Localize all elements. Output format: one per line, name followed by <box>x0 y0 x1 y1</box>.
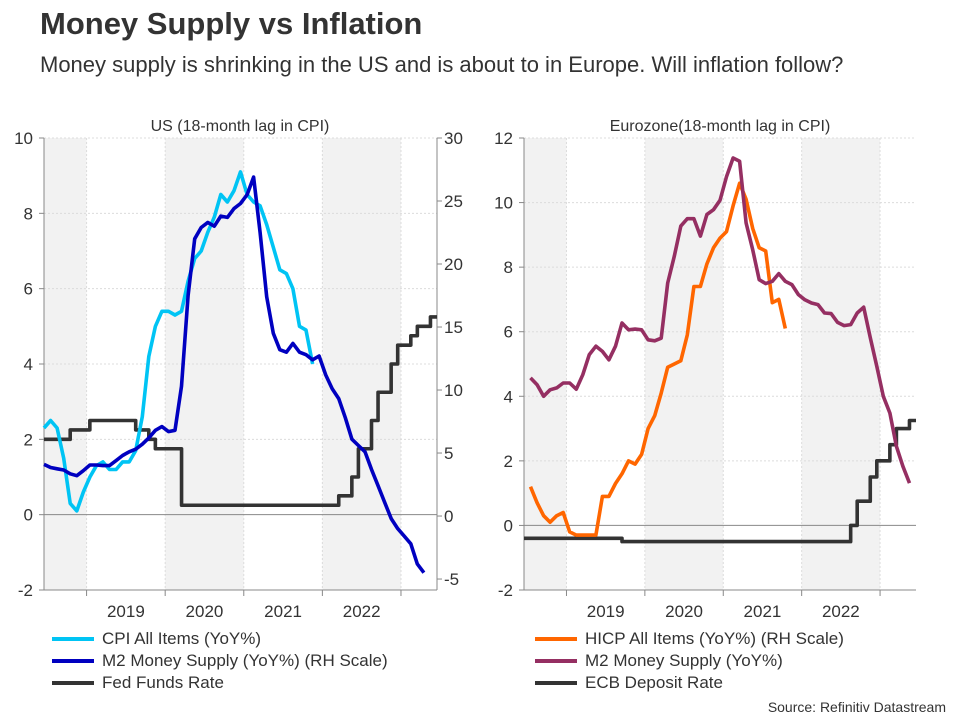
legend-item-us-m2: M2 Money Supply (YoY%) (RH Scale) <box>52 650 388 672</box>
y-tick-label: 0 <box>24 506 33 525</box>
y-tick-label: 12 <box>494 129 513 148</box>
y-tick-label: 10 <box>494 194 513 213</box>
legend-swatch-us-m2 <box>52 659 94 663</box>
legend-swatch-fed-funds <box>52 681 94 685</box>
legend-item-eu-m2: M2 Money Supply (YoY%) <box>535 650 844 672</box>
y2-tick-label: 20 <box>444 255 463 274</box>
legend-swatch-cpi <box>52 637 94 641</box>
x-tick-label: 2021 <box>744 602 782 621</box>
y-tick-label: 2 <box>24 430 33 449</box>
eurozone-chart: -2 0 2 4 6 8 10 12 2019 2020 2021 2022 Eurozone(18-m… <box>494 118 916 621</box>
us-chart: -2 0 2 4 6 8 10 -5 0 5 10 15 20 25 30 2019 2020 2021 2022 U… <box>14 118 463 621</box>
eurozone-series-ecb-deposit-rate <box>524 418 916 544</box>
legend-item-hicp: HICP All Items (YoY%) (RH Scale) <box>535 628 844 650</box>
x-tick-label: 2020 <box>186 602 224 621</box>
y-tick-label: 8 <box>24 204 33 223</box>
y-tick-label: 6 <box>504 323 513 342</box>
legend-label-cpi: CPI All Items (YoY%) <box>102 629 262 648</box>
eurozone-legend: HICP All Items (YoY%) (RH Scale) M2 Mone… <box>535 628 844 694</box>
legend-label-eu-m2: M2 Money Supply (YoY%) <box>585 651 783 670</box>
chart-title: Eurozone(18-month lag in CPI) <box>610 118 831 135</box>
x-tick-label: 2021 <box>264 602 302 621</box>
y2-tick-label: 30 <box>444 129 463 148</box>
y2-tick-label: 0 <box>444 507 453 526</box>
eurozone-series-m2-money-supply-yoy <box>529 156 912 484</box>
y2-tick-label: -5 <box>444 570 459 589</box>
legend-label-hicp: HICP All Items (YoY%) (RH Scale) <box>585 629 844 648</box>
x-tick-label: 2019 <box>107 602 145 621</box>
legend-swatch-eu-m2 <box>535 659 577 663</box>
legend-item-cpi: CPI All Items (YoY%) <box>52 628 388 650</box>
legend-label-fed-funds: Fed Funds Rate <box>102 673 224 692</box>
shaded-band-2020 <box>644 138 724 590</box>
y-tick-label: -2 <box>498 581 513 600</box>
us-series-m2-money-supply-yoy-rh-scale <box>43 175 426 574</box>
legend-swatch-hicp <box>535 637 577 641</box>
y-tick-label: 8 <box>504 258 513 277</box>
us-series-cpi-all-items-yoy <box>42 170 315 513</box>
y-tick-label: 0 <box>504 516 513 535</box>
legend-label-ecb: ECB Deposit Rate <box>585 673 723 692</box>
y2-tick-label: 25 <box>444 192 463 211</box>
legend-label-us-m2: M2 Money Supply (YoY%) (RH Scale) <box>102 651 388 670</box>
shaded-band-2022 <box>801 138 881 590</box>
page-subtitle: Money supply is shrinking in the US and … <box>40 52 844 77</box>
chart-title: US (18-month lag in CPI) <box>151 118 330 135</box>
y-tick-label: 4 <box>24 355 33 374</box>
x-tick-label: 2022 <box>343 602 381 621</box>
y2-tick-label: 15 <box>444 318 463 337</box>
y-tick-label: 6 <box>24 280 33 299</box>
legend-swatch-ecb <box>535 681 577 685</box>
us-series-fed-funds-rate <box>44 315 437 508</box>
legend-item-fed-funds: Fed Funds Rate <box>52 672 388 694</box>
x-tick-label: 2020 <box>665 602 703 621</box>
x-tick-label: 2022 <box>822 602 860 621</box>
us-legend: CPI All Items (YoY%) M2 Money Supply (Yo… <box>52 628 388 694</box>
y-tick-label: -2 <box>18 581 33 600</box>
x-tick-label: 2019 <box>587 602 625 621</box>
y-tick-label: 10 <box>14 129 33 148</box>
y-tick-label: 4 <box>504 387 513 406</box>
shaded-band-2018 <box>524 138 567 590</box>
source-note: Source: Refinitiv Datastream <box>767 699 946 715</box>
y-tick-label: 2 <box>504 452 513 471</box>
legend-item-ecb: ECB Deposit Rate <box>535 672 844 694</box>
y2-tick-label: 5 <box>444 444 453 463</box>
page-title: Money Supply vs Inflation <box>40 6 423 41</box>
y2-tick-label: 10 <box>444 381 463 400</box>
